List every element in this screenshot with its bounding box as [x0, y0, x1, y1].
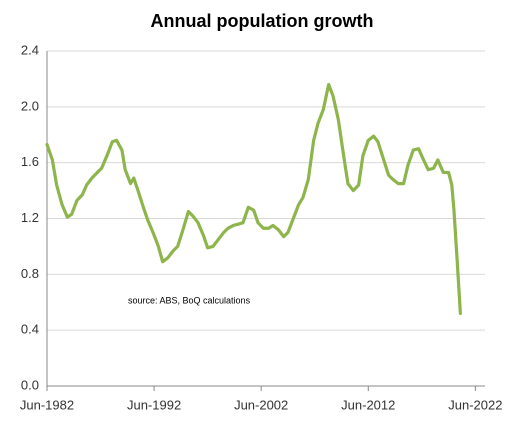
x-tick-label: Jun-1992	[127, 397, 181, 412]
y-tick-label: 2.0	[21, 98, 39, 113]
x-tick-label: Jun-2002	[234, 397, 288, 412]
line-series	[45, 82, 462, 316]
y-tick-label: 1.2	[21, 210, 39, 225]
y-tick-label: 0.8	[21, 266, 39, 281]
y-tick-label: 1.6	[21, 154, 39, 169]
y-tick-label: 0.0	[21, 377, 39, 392]
y-tick-label: 2.4	[21, 42, 39, 57]
x-tick-label: Jun-2022	[448, 397, 502, 412]
annotation: source: ABS, BoQ calculations	[128, 295, 251, 305]
x-tick-label: Jun-2012	[341, 397, 395, 412]
chart-title: Annual population growth	[151, 11, 374, 31]
y-tick-label: 0.4	[21, 322, 39, 337]
x-tick-label: Jun-1982	[20, 397, 74, 412]
